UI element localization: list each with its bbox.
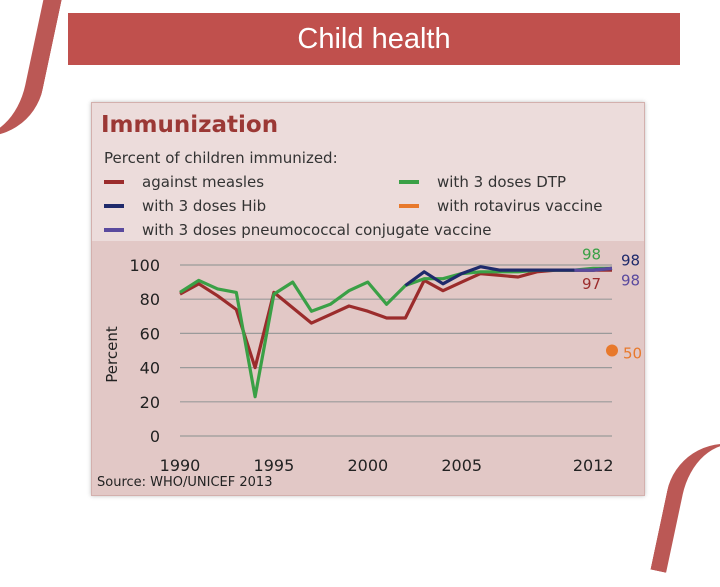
series-line-dtp [179, 266, 612, 399]
y-tick-label-80: 80 [140, 290, 160, 309]
annotation-measles: 97 [582, 275, 601, 293]
series-line-measles [179, 268, 612, 370]
annotation-dtp: 98 [582, 245, 601, 263]
legend-swatch-dtp [399, 180, 419, 184]
slide-title: Child health [68, 13, 680, 65]
x-tick-label-2012: 2012 [573, 456, 614, 475]
legend-panel: Immunization Percent of children immuniz… [92, 103, 644, 241]
legend-item-hib: with 3 doses Hib [104, 196, 266, 216]
y-tick-label-40: 40 [140, 359, 160, 378]
legend-label-dtp: with 3 doses DTP [437, 173, 566, 191]
legend-item-measles: against measles [104, 172, 264, 192]
legend-swatch-hib [104, 204, 124, 208]
annotation-hib: 98 [621, 251, 640, 269]
x-tick-label-1995: 1995 [254, 456, 295, 475]
x-tick-label-2000: 2000 [347, 456, 388, 475]
legend-swatch-rotavirus [399, 204, 419, 208]
y-tick-label-100: 100 [129, 256, 160, 275]
x-tick-label-2005: 2005 [441, 456, 482, 475]
legend-label-hib: with 3 doses Hib [142, 197, 267, 215]
point-rotavirus-2013 [606, 344, 618, 357]
immunization-line-chart: 0 20 40 60 80 100 1990 1995 2000 2005 2012 Percent 9… [103, 245, 642, 475]
annotation-pneumo: 98 [621, 271, 640, 289]
y-tick-label-0: 0 [150, 427, 160, 446]
immunization-figure: Immunization Percent of children immuniz… [91, 102, 645, 496]
decorative-swoosh-left [0, 0, 64, 148]
y-tick-label-20: 20 [140, 393, 160, 412]
figure-subtitle: Percent of children immunized: [104, 149, 338, 167]
legend-item-rotavirus: with rotavirus vaccine [399, 196, 602, 216]
legend-swatch-pneumo [104, 228, 124, 232]
figure-title: Immunization [101, 112, 279, 138]
legend-item-dtp: with 3 doses DTP [399, 172, 566, 192]
legend-item-pneumo: with 3 doses pneumococcal conjugate vacc… [104, 220, 492, 240]
legend-label-rotavirus: with rotavirus vaccine [437, 197, 603, 215]
plot-area: 0 20 40 60 80 100 1990 1995 2000 2005 2012 Percent 9… [92, 241, 644, 495]
decorative-swoosh-right [650, 432, 720, 587]
series-line-pneumo [574, 266, 613, 272]
legend-label-pneumo: with 3 doses pneumococcal conjugate vacc… [142, 221, 492, 239]
x-tick-label-1990: 1990 [160, 456, 201, 475]
legend-swatch-measles [104, 180, 124, 184]
legend-label-measles: against measles [142, 173, 265, 191]
source-note: Source: WHO/UNICEF 2013 [97, 475, 273, 490]
y-tick-label-60: 60 [140, 324, 160, 343]
slide-title-text: Child health [297, 22, 451, 55]
y-axis-label: Percent [103, 326, 121, 383]
annotation-rotavirus: 50 [623, 345, 642, 363]
